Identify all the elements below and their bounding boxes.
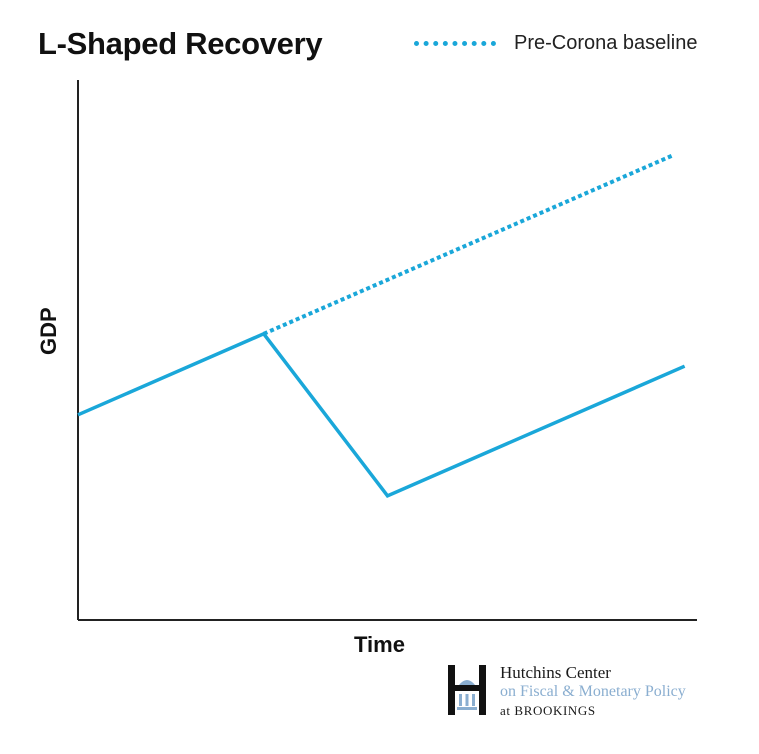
brookings-logo: Hutchins Center on Fiscal & Monetary Pol… bbox=[446, 663, 686, 720]
legend-swatch-dotted bbox=[414, 41, 496, 46]
logo-line-1: Hutchins Center bbox=[500, 663, 611, 682]
hutchins-h-icon bbox=[448, 665, 486, 715]
series-line-gdp bbox=[77, 331, 686, 498]
legend: Pre-Corona baseline bbox=[414, 32, 697, 55]
chart-title: L-Shaped Recovery bbox=[38, 26, 323, 61]
x-axis-label: Time bbox=[354, 632, 405, 657]
logo-line-2: on Fiscal & Monetary Policy bbox=[500, 683, 686, 700]
legend-label: Pre-Corona baseline bbox=[514, 32, 698, 54]
y-axis-label: GDP bbox=[36, 307, 61, 355]
series-line-baseline bbox=[262, 153, 674, 336]
logo-line-3: at BROOKINGS bbox=[500, 703, 596, 718]
